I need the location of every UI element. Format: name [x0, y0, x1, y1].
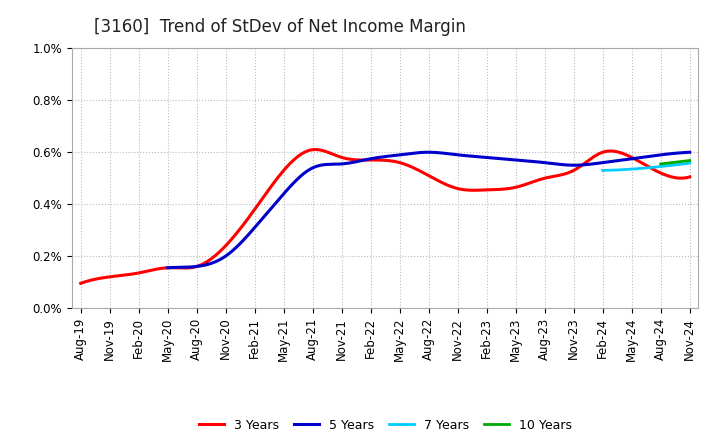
3 Years — [76, 281, 85, 286]
10 Years — [681, 158, 690, 164]
7 Years — [650, 165, 659, 170]
Line: 7 Years: 7 Years — [603, 163, 690, 170]
Line: 3 Years: 3 Years — [81, 150, 690, 283]
7 Years — [652, 165, 660, 170]
3 Years — [439, 180, 448, 186]
3 Years — [631, 156, 639, 161]
7 Years — [650, 165, 659, 170]
10 Years — [673, 159, 682, 165]
5 Years — [472, 154, 481, 159]
Line: 10 Years: 10 Years — [661, 161, 690, 164]
3 Years — [451, 185, 460, 191]
7 Years — [598, 168, 607, 173]
5 Years — [163, 265, 172, 271]
10 Years — [657, 161, 665, 167]
3 Years — [685, 174, 694, 180]
Line: 5 Years: 5 Years — [168, 152, 690, 268]
3 Years — [78, 280, 87, 285]
3 Years — [310, 147, 319, 152]
3 Years — [592, 153, 600, 158]
Text: [3160]  Trend of StDev of Net Income Margin: [3160] Trend of StDev of Net Income Marg… — [94, 18, 465, 36]
7 Years — [678, 161, 686, 167]
7 Years — [685, 161, 694, 166]
5 Years — [483, 155, 492, 160]
5 Years — [603, 159, 612, 165]
10 Years — [674, 159, 683, 165]
10 Years — [674, 159, 683, 165]
5 Years — [685, 150, 694, 155]
5 Years — [636, 155, 645, 160]
10 Years — [657, 161, 665, 167]
5 Years — [474, 154, 483, 159]
Legend: 3 Years, 5 Years, 7 Years, 10 Years: 3 Years, 5 Years, 7 Years, 10 Years — [194, 414, 577, 437]
5 Years — [165, 265, 174, 270]
3 Years — [441, 182, 449, 187]
7 Years — [672, 162, 680, 168]
7 Years — [598, 168, 607, 173]
10 Years — [685, 158, 694, 163]
10 Years — [683, 158, 691, 164]
